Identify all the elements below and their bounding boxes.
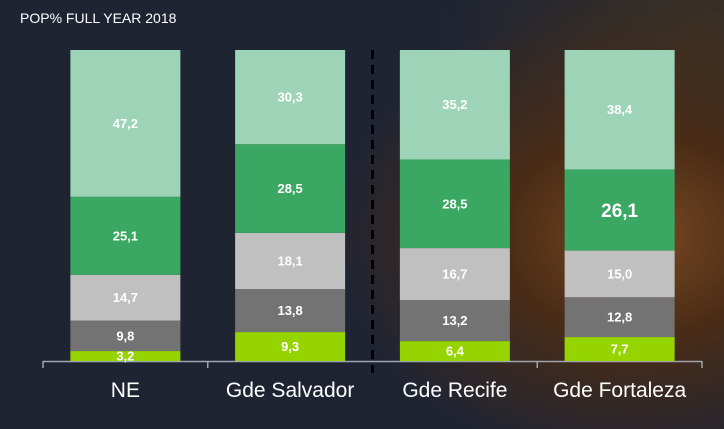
data-label: 6,4 bbox=[446, 344, 465, 359]
bar-segment bbox=[70, 274, 181, 321]
data-label: 35,2 bbox=[442, 97, 467, 112]
data-label: 14,7 bbox=[113, 290, 138, 305]
data-label: 13,2 bbox=[442, 313, 467, 328]
data-label: 12,8 bbox=[607, 310, 632, 325]
bar-segment bbox=[235, 232, 346, 290]
data-label: 16,7 bbox=[442, 267, 467, 282]
bar-segment bbox=[399, 50, 510, 160]
data-label: 9,8 bbox=[116, 328, 134, 343]
bar-segment bbox=[70, 320, 181, 352]
bar-segment bbox=[564, 169, 675, 251]
chart-title: POP% FULL YEAR 2018 bbox=[20, 10, 177, 26]
bar-segment bbox=[564, 50, 675, 170]
x-tick-label: Gde Recife bbox=[402, 379, 507, 402]
bar-segment bbox=[70, 351, 181, 361]
data-label: 13,8 bbox=[277, 303, 302, 318]
x-tick-label: Gde Fortaleza bbox=[553, 379, 686, 402]
x-tick-label: Gde Salvador bbox=[226, 379, 354, 402]
bar-segment bbox=[235, 144, 346, 233]
data-label: 15,0 bbox=[607, 266, 632, 281]
bar-segment bbox=[564, 250, 675, 298]
data-label: 47,2 bbox=[113, 116, 138, 131]
bar-segment bbox=[564, 297, 675, 338]
data-label: 25,1 bbox=[113, 228, 138, 243]
bar-segment bbox=[399, 300, 510, 342]
bar-segment bbox=[235, 332, 346, 361]
bar-segment bbox=[70, 196, 181, 275]
data-label: 9,3 bbox=[281, 339, 299, 354]
bar-segment bbox=[70, 50, 181, 197]
bar-segment bbox=[235, 50, 346, 145]
data-label: 18,1 bbox=[277, 254, 302, 269]
bar-segment bbox=[399, 159, 510, 249]
bar-segment bbox=[564, 337, 675, 361]
data-label: 7,7 bbox=[611, 342, 629, 357]
data-label: 30,3 bbox=[277, 90, 302, 105]
bar-segment bbox=[399, 341, 510, 361]
data-label: 26,1 bbox=[601, 201, 638, 222]
x-tick-label: NE bbox=[111, 379, 140, 402]
bar-segment bbox=[399, 248, 510, 301]
data-label: 28,5 bbox=[442, 196, 467, 211]
bar-segment bbox=[235, 289, 346, 333]
data-label: 3,2 bbox=[116, 349, 134, 364]
data-label: 28,5 bbox=[277, 181, 302, 196]
data-label: 38,4 bbox=[607, 102, 633, 117]
